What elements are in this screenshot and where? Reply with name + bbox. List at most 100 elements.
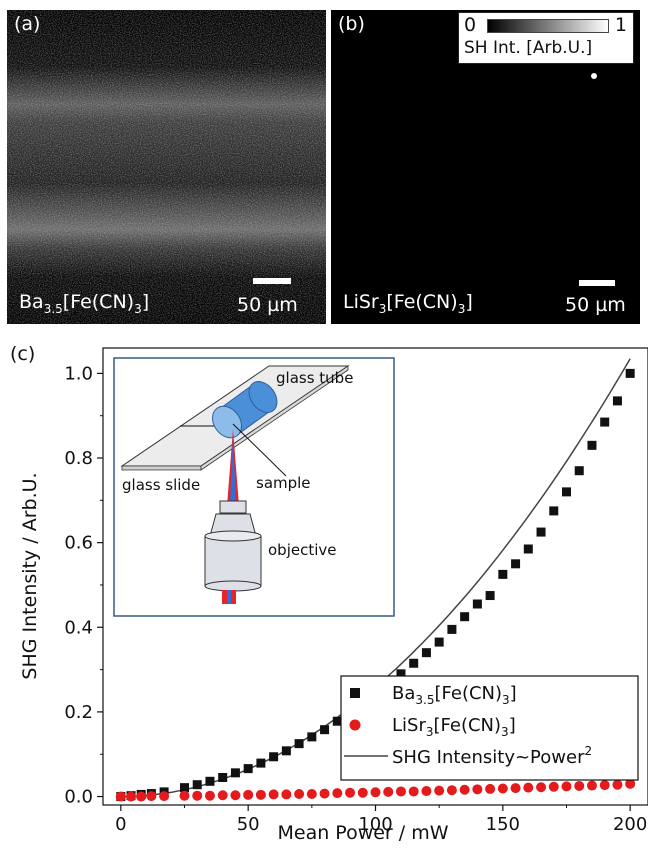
lisr-data-point bbox=[306, 788, 317, 799]
lisr-data-point bbox=[115, 791, 126, 802]
panel-b-scale-label: 50 µm bbox=[565, 294, 626, 316]
lisr-data-point bbox=[446, 785, 457, 796]
lisr-data-point bbox=[357, 787, 368, 798]
panel-b-letter: (b) bbox=[338, 13, 365, 35]
lisr-data-point bbox=[434, 785, 445, 796]
lisr-data-point bbox=[255, 789, 266, 800]
lisr-data-point bbox=[217, 790, 228, 801]
glass-tube bbox=[211, 381, 278, 439]
lisr-data-point bbox=[599, 780, 610, 791]
setup-inset: glass tube glass slide sample objective bbox=[113, 357, 395, 617]
panel-a-sample-label: Ba3.5[Fe(CN)3] bbox=[19, 291, 150, 316]
y-tick-label: 0.4 bbox=[64, 617, 93, 638]
inset-label-glass-tube: glass tube bbox=[276, 369, 353, 387]
objective-lens bbox=[204, 500, 262, 592]
x-tick-label: 200 bbox=[613, 814, 647, 835]
lisr-data-point bbox=[345, 787, 356, 798]
ba-data-point bbox=[421, 648, 431, 658]
lisr-data-point bbox=[625, 778, 636, 789]
ba-data-point bbox=[256, 758, 266, 768]
ba-data-point bbox=[332, 716, 342, 726]
lisr-data-point bbox=[485, 783, 496, 794]
ba-data-point bbox=[600, 417, 610, 427]
lisr-data-point bbox=[548, 781, 559, 792]
legend-marker-lisr bbox=[349, 719, 361, 731]
lisr-data-point bbox=[126, 791, 137, 802]
ba-data-point bbox=[218, 772, 228, 782]
ba-data-point bbox=[523, 544, 533, 554]
y-tick-label: 0.0 bbox=[64, 787, 93, 808]
lisr-data-point bbox=[204, 790, 215, 801]
lisr-data-point bbox=[612, 779, 623, 790]
lisr-data-point bbox=[395, 786, 406, 797]
ba-data-point bbox=[205, 776, 215, 786]
ba-data-point bbox=[587, 440, 597, 450]
ba-data-point bbox=[447, 624, 457, 634]
colorbar: 0 1 SH Int. [Arb.U.] bbox=[458, 12, 634, 64]
ba-data-point bbox=[434, 637, 444, 647]
lisr-data-point bbox=[146, 791, 157, 802]
micrograph-panel-b: (b) 0 1 SH Int. [Arb.U.] LiSr3[Fe(CN)3] … bbox=[331, 10, 640, 324]
lisr-data-point bbox=[159, 791, 170, 802]
y-axis-label: SHG Intensity / Arb.U. bbox=[19, 472, 41, 679]
ba-data-point bbox=[179, 783, 189, 793]
ba-data-point bbox=[230, 768, 240, 778]
chart-legend: Ba3.5[Fe(CN)3] LiSr3[Fe(CN)3] SHG Intens… bbox=[340, 675, 639, 781]
micrograph-panel-a: (a) Ba3.5[Fe(CN)3] 50 µm bbox=[7, 10, 326, 324]
lisr-data-point bbox=[179, 790, 190, 801]
ba-data-point bbox=[320, 725, 330, 735]
lisr-data-point bbox=[370, 787, 381, 798]
lisr-data-point bbox=[586, 780, 597, 791]
lisr-data-point bbox=[408, 786, 419, 797]
micrograph-a-texture bbox=[7, 10, 326, 324]
ba-data-point bbox=[511, 559, 521, 569]
lisr-data-point bbox=[268, 789, 279, 800]
x-tick-label: 0 bbox=[115, 814, 126, 835]
lisr-data-point bbox=[192, 790, 203, 801]
lisr-data-point bbox=[319, 788, 330, 799]
ba-data-point bbox=[409, 658, 419, 668]
ba-data-point bbox=[549, 506, 559, 516]
x-tick-label: 150 bbox=[486, 814, 520, 835]
lisr-data-point bbox=[383, 786, 394, 797]
x-axis-label: Mean Power / mW bbox=[277, 822, 448, 844]
ba-data-point bbox=[192, 780, 202, 790]
colorbar-gradient bbox=[487, 19, 609, 33]
legend-label-ba: Ba3.5[Fe(CN)3] bbox=[392, 683, 517, 707]
ba-data-point bbox=[269, 752, 279, 762]
y-tick-label: 0.2 bbox=[64, 702, 93, 723]
lisr-data-point bbox=[561, 781, 572, 792]
legend-marker-ba bbox=[350, 688, 360, 698]
colorbar-min: 0 bbox=[464, 14, 477, 36]
lisr-data-point bbox=[136, 791, 147, 802]
lisr-data-point bbox=[294, 788, 305, 799]
inset-label-objective: objective bbox=[268, 541, 337, 559]
glass-slide-edge bbox=[121, 465, 202, 471]
y-tick-label: 1.0 bbox=[64, 363, 93, 384]
lisr-data-point bbox=[523, 782, 534, 793]
legend-label-fit: SHG Intensity~Power2 bbox=[392, 744, 592, 768]
x-axis: 0 50 100 150 200 bbox=[115, 805, 647, 835]
ba-data-point bbox=[574, 466, 584, 476]
ba-data-point bbox=[294, 739, 304, 749]
lisr-data-point bbox=[243, 789, 254, 800]
lisr-data-point bbox=[472, 784, 483, 795]
laser-beam-blue bbox=[230, 436, 236, 504]
ba-data-point bbox=[460, 612, 470, 622]
panel-b-scale-bar bbox=[579, 280, 615, 286]
x-tick-label: 50 bbox=[237, 814, 260, 835]
inset-label-glass-slide: glass slide bbox=[122, 476, 200, 494]
colorbar-max: 1 bbox=[614, 14, 627, 36]
lisr-data-point bbox=[459, 784, 470, 795]
ba-data-point bbox=[562, 487, 572, 497]
panel-a-scale-bar bbox=[253, 278, 291, 284]
lisr-data-point bbox=[536, 782, 547, 793]
ba-data-point bbox=[472, 599, 482, 609]
ba-data-point bbox=[625, 368, 635, 378]
lisr-data-point bbox=[281, 789, 292, 800]
ba-data-point bbox=[498, 569, 508, 579]
panel-c-letter: (c) bbox=[10, 343, 35, 365]
ba-data-point bbox=[396, 669, 406, 679]
lisr-data-point bbox=[574, 780, 585, 791]
y-tick-label: 0.8 bbox=[64, 448, 93, 469]
